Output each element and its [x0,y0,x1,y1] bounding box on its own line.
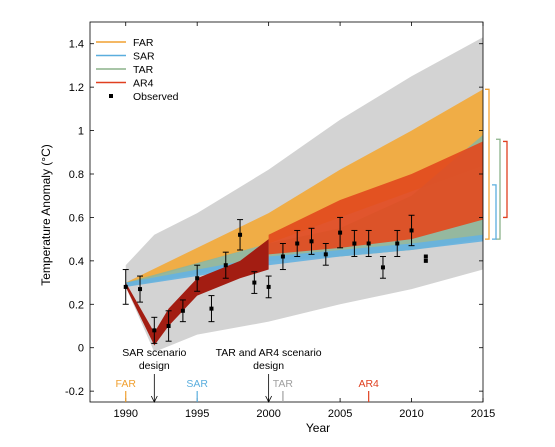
observed-marker [238,232,243,237]
annotation-text: design [139,360,170,372]
y-axis: -0.2 0 0.2 0.4 0.6 0.8 1 1.2 1.4 [65,39,483,398]
x-tick-label: 2015 [471,408,495,420]
observed-marker [409,228,414,233]
ar4-early-band [125,239,269,346]
observed-point [165,310,172,342]
observed-point [394,229,401,258]
observed-point [337,216,344,249]
y-tick-label: 0.8 [69,169,84,181]
annotation-text: SAR scenario [122,347,186,359]
x-tick-label: 2005 [328,408,352,420]
annotation-arrowhead [265,395,272,403]
range-bracket-sar [492,184,497,240]
observed-marker [266,284,271,289]
report-marker-label: SAR [186,378,208,390]
y-tick-label: 1.4 [69,39,84,51]
legend-marker [109,94,113,98]
observed-point [208,295,215,323]
x-tick-label: 2000 [256,408,280,420]
observed-point [194,264,201,292]
legend-label: TAR [133,64,154,76]
observed-point [379,256,386,279]
observed-marker [309,239,314,244]
y-tick-label: 1.2 [69,82,84,94]
observed-marker [252,280,257,285]
x-tick-label: 1990 [113,408,137,420]
observed-marker [152,328,157,333]
observed-marker [352,241,357,246]
observed-marker [223,263,228,268]
observed-point [222,251,229,279]
observed-marker [180,308,185,313]
observed-point [151,316,158,344]
y-tick-label: 0.2 [69,299,84,311]
observed-marker [166,324,171,328]
observed-point [251,271,258,294]
observed-point [122,269,129,305]
observed-marker [338,230,343,235]
observed-marker [209,306,214,311]
x-axis-label: Year [306,421,330,435]
observed-point [365,229,372,258]
legend-label: Observed [133,91,179,103]
observed-point [322,242,329,266]
observed-marker [280,254,285,259]
report-marker-label: FAR [116,378,137,390]
observed-marker [123,284,128,289]
y-tick-label: 0.6 [69,212,84,224]
range-bracket-tar [496,138,501,240]
observed-point [137,275,144,303]
side-brackets-layer [485,88,508,240]
observed-marker [380,265,385,270]
legend-label: AR4 [133,78,154,90]
observed-marker [395,241,400,246]
band-sar [125,234,484,287]
band-ar4 [268,141,483,255]
report-marker-label: AR4 [358,378,379,390]
observed-point [179,299,186,323]
y-tick-label: 0 [78,343,84,355]
y-tick-label: 0.4 [69,256,84,268]
annotation-text: TAR and AR4 scenario [216,347,322,359]
observed-marker [323,252,328,257]
plot-frame [89,21,484,403]
observed-marker [138,287,143,292]
x-tick-label: 1995 [185,408,209,420]
range-bracket-ar4 [503,140,508,219]
observed-point [408,214,415,247]
observed-point [308,227,315,255]
legend-label: SAR [133,51,155,63]
y-axis-label: Temperature Anomaly (°C) [39,144,53,286]
observed-marker [295,241,300,246]
report-markers-layer: FAR SAR TAR AR4 [116,378,379,402]
observed-layer [122,214,428,344]
report-marker-label: TAR [273,378,294,390]
observed-point [237,219,244,251]
bands-layer [125,89,484,287]
y-tick-label: -0.2 [65,386,84,398]
observed-point [279,242,286,271]
legend-label: FAR [133,37,154,49]
observed-marker [195,276,200,281]
observed-point [265,275,272,299]
x-tick-label: 2010 [399,408,423,420]
observed-marker [423,254,428,259]
annotation-text: design [253,360,284,372]
observed-point [294,229,301,258]
ar4-early-layer [125,239,269,346]
observed-marker [423,258,428,263]
observed-marker [366,241,371,246]
y-tick-label: 1 [78,126,84,138]
observed-point [351,229,358,258]
range-bracket-far [485,88,490,240]
annotation-arrowhead [150,395,158,403]
x-axis: 1990 1995 2000 2005 2010 2015 [113,22,495,420]
